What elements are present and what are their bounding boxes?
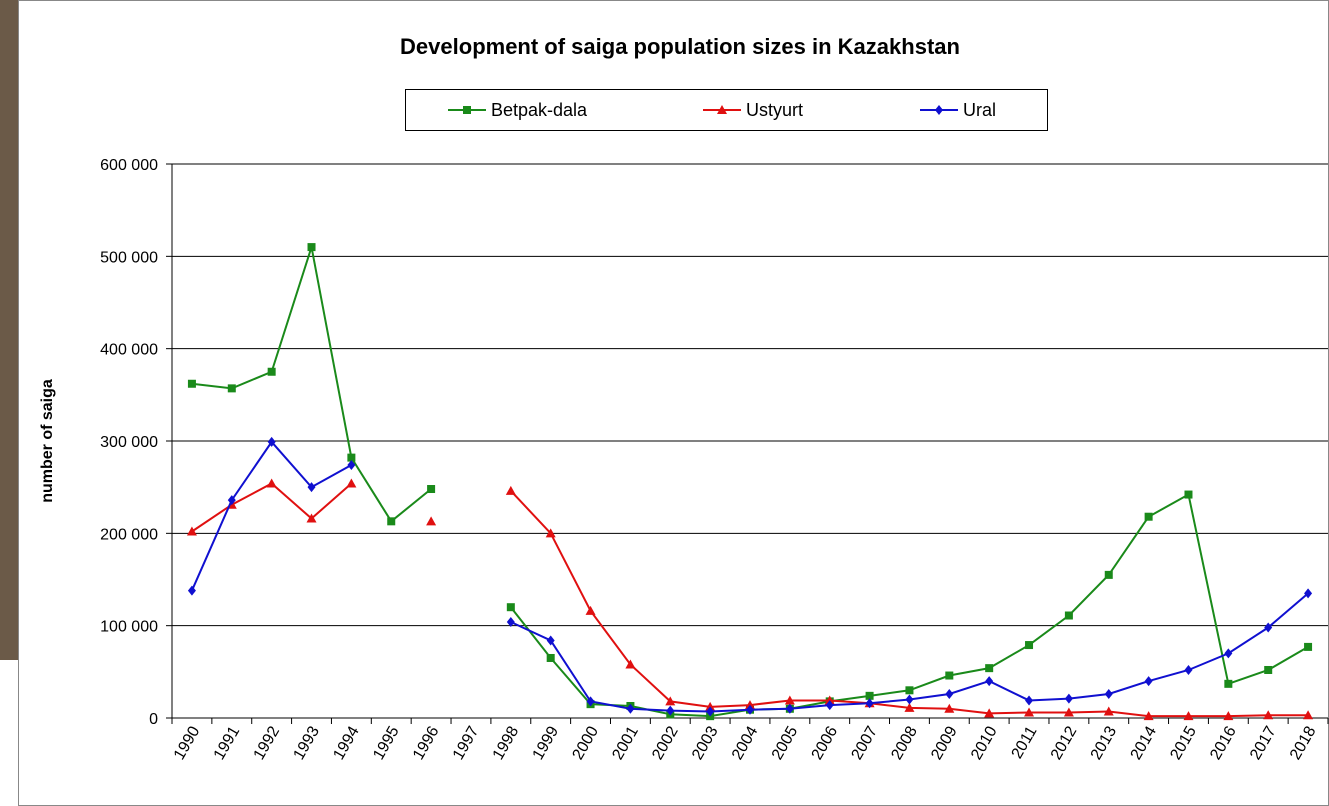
legend-label: Ustyurt bbox=[746, 100, 803, 120]
chart-title: Development of saiga population sizes in… bbox=[400, 34, 960, 59]
data-point bbox=[985, 664, 993, 672]
y-tick-label: 100 000 bbox=[100, 619, 158, 636]
y-tick-label: 400 000 bbox=[100, 342, 158, 359]
y-tick-label: 0 bbox=[149, 711, 158, 728]
data-point bbox=[1025, 641, 1033, 649]
y-tick-label: 300 000 bbox=[100, 434, 158, 451]
photo-edge bbox=[0, 0, 18, 660]
chart: Development of saiga population sizes in… bbox=[0, 0, 1329, 806]
data-point bbox=[1184, 491, 1192, 499]
data-point bbox=[427, 485, 435, 493]
data-point bbox=[507, 603, 515, 611]
legend-label: Ural bbox=[963, 100, 996, 120]
y-axis-label: number of saiga bbox=[39, 379, 56, 503]
data-point bbox=[1105, 571, 1113, 579]
data-point bbox=[308, 243, 316, 251]
data-point bbox=[268, 368, 276, 376]
data-point bbox=[387, 517, 395, 525]
data-point bbox=[1224, 680, 1232, 688]
legend-label: Betpak-dala bbox=[491, 100, 588, 120]
data-point bbox=[188, 380, 196, 388]
legend-marker bbox=[463, 106, 471, 114]
data-point bbox=[547, 654, 555, 662]
y-tick-label: 500 000 bbox=[100, 249, 158, 266]
data-point bbox=[1065, 612, 1073, 620]
data-point bbox=[905, 686, 913, 694]
data-point bbox=[1145, 513, 1153, 521]
data-point bbox=[1304, 643, 1312, 651]
data-point bbox=[228, 384, 236, 392]
data-point bbox=[1264, 666, 1272, 674]
y-tick-label: 200 000 bbox=[100, 526, 158, 543]
data-point bbox=[945, 672, 953, 680]
y-tick-label: 600 000 bbox=[100, 157, 158, 174]
